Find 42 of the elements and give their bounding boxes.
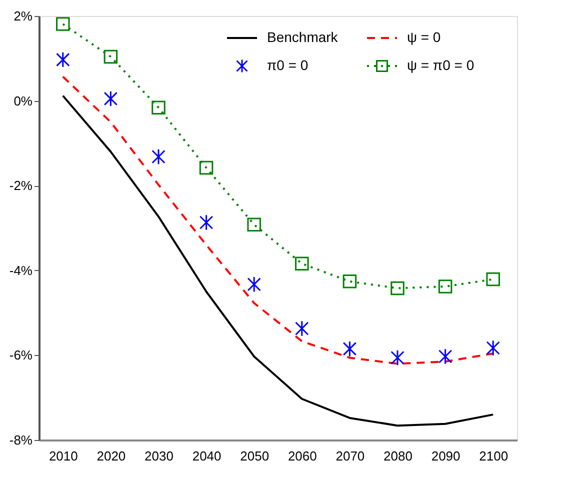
point: [152, 100, 166, 114]
x-tick-label: 2020: [96, 448, 126, 464]
y-tick-label: -2%: [9, 178, 33, 194]
x-tick-label: 2030: [144, 448, 174, 464]
point: [247, 276, 261, 292]
x-tick-label: 2090: [431, 448, 460, 464]
point: [342, 340, 357, 357]
point: [247, 218, 261, 232]
point: [104, 90, 118, 107]
x-tick-label: 2050: [240, 448, 270, 464]
x-tick-label: 2060: [288, 448, 317, 464]
y-tick-label: 2%: [14, 8, 33, 24]
x-tick-label: 2100: [479, 448, 508, 464]
point: [199, 214, 214, 231]
point: [56, 52, 70, 68]
line-series: [62, 94, 494, 427]
point: [295, 256, 309, 270]
point: [486, 340, 500, 356]
y-tick-label: 0%: [14, 93, 33, 108]
x-tick-label: 2040: [192, 448, 222, 464]
point: [486, 272, 500, 286]
point: [104, 50, 118, 64]
point: [342, 274, 357, 288]
y-tick-label: -6%: [9, 348, 33, 363]
point: [438, 280, 452, 294]
legend-label: Benchmark: [267, 29, 339, 45]
point: [390, 350, 404, 366]
legend-label: π0 = 0: [267, 57, 308, 73]
y-tick-label: -8%: [9, 432, 33, 448]
point: [390, 281, 404, 296]
x-tick-label: 2010: [48, 448, 78, 464]
point: [199, 160, 214, 175]
line-series: [62, 76, 494, 365]
y-tick-label: -4%: [9, 262, 33, 278]
point: [438, 348, 452, 365]
legend-label: ψ = π0 = 0: [407, 57, 474, 73]
point: [152, 148, 166, 165]
point: [56, 17, 70, 31]
point: [295, 320, 309, 337]
x-tick-label: 2080: [384, 448, 412, 464]
x-tick-label: 2070: [336, 448, 365, 464]
legend-label: ψ = 0: [407, 29, 441, 45]
